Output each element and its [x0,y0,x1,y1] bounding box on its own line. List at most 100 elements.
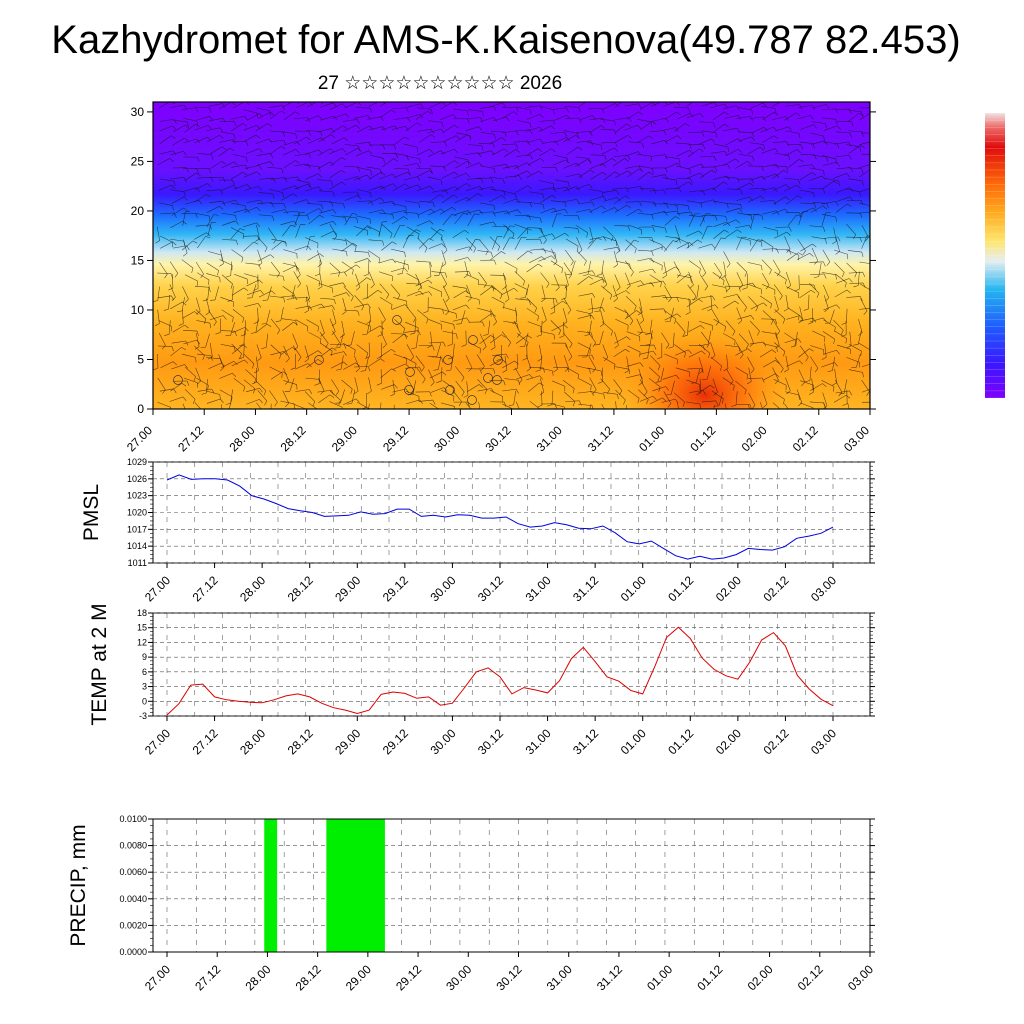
wind-barb-feather [726,175,730,181]
precip-xtick-label: 01.12 [694,962,725,993]
wind-barb-feather [577,146,583,151]
wind-barb [197,176,212,179]
wind-barb-feather [858,332,863,336]
wind-barb [810,205,824,213]
wind-barb-feather [341,181,346,186]
wind-barb [514,224,528,230]
wind-barb-feather [516,107,519,112]
wind-barb [773,379,787,386]
wind-barb-feather [612,158,617,162]
wind-barb-feather [638,168,644,172]
wind-barb-feather [835,251,840,255]
wind-barb-feather [774,135,779,140]
wind-barb-feather [202,355,205,361]
wind-barb-feather [239,344,245,347]
wind-barb [393,353,407,359]
wind-barb-feather [210,299,216,301]
temp-ytick-label: 18 [137,608,147,618]
wind-barb [528,191,543,194]
wind-barb-feather [417,122,422,126]
wind-barb [761,239,774,248]
wind-barb [382,158,394,168]
wind-barb-feather [292,347,297,351]
wind-barb-feather [222,315,227,320]
wind-barb [232,154,247,158]
wind-barb [812,155,827,158]
wind-barb [650,154,665,157]
wind-barb-feather [725,287,727,293]
wind-barb-feather [724,103,728,109]
wind-barb [183,187,197,192]
wind-barb [749,142,764,145]
wind-barb [712,181,724,191]
wind-barb [588,125,602,134]
wind-barb-feather [763,404,768,408]
wind-barb-feather [862,180,864,186]
wind-barb [345,148,358,156]
wind-barb-feather [445,298,450,303]
wind-barb-feather [831,241,837,245]
wind-barb-feather [663,308,667,314]
wind-barb-feather [652,268,656,274]
wind-barb [798,211,804,226]
wind-barb [637,119,652,123]
wind-barb-feather [172,125,177,130]
wind-barb-feather [626,123,632,127]
wind-barb [406,103,421,108]
wind-barb-feather [271,290,276,295]
wind-barb [688,213,696,227]
wind-barb [785,249,799,256]
wind-barb-feather [308,131,311,137]
wind-barb [613,348,626,358]
wind-barb [184,274,198,282]
wind-barb [417,128,432,132]
wind-barb [479,211,494,213]
wind-barb [207,285,210,300]
wind-barb [822,180,834,190]
wind-barb [626,208,639,217]
wind-barb [513,320,521,334]
wind-barb [526,297,537,309]
wind-barb-feather [185,124,190,129]
precip-xtick-label: 28.12 [293,962,324,993]
wind-barb [649,239,663,246]
wind-barb-feather [601,191,604,197]
wind-barb [664,156,679,159]
wind-barb-feather [307,163,311,169]
wind-barb [329,318,336,332]
wind-barb-feather [257,303,262,308]
wind-barb-feather [602,278,607,283]
wind-barb-feather [699,403,702,409]
wind-barb-feather [264,400,268,406]
wind-barb [318,190,333,193]
wind-barb [429,371,443,379]
wind-barb-feather [711,138,716,143]
wind-barb-feather [737,229,742,233]
wind-barb [714,262,723,275]
wind-barb [205,333,210,348]
wind-barb [785,104,800,107]
wind-barb [848,344,862,352]
wind-barb [664,135,678,143]
wind-barb-feather [790,415,793,419]
wind-barb-feather [776,271,781,277]
wind-barb [722,377,735,386]
wind-barb [514,283,528,290]
wind-barb [589,391,604,395]
wind-barb [355,150,369,157]
wind-barb-feather [390,304,393,310]
wind-barb-feather [483,334,489,336]
wind-barb [685,230,699,237]
wind-barb-feather [382,209,386,215]
wind-barb-feather [770,319,774,325]
wind-barb [551,390,554,405]
wind-barb-feather [390,233,393,239]
wind-barb-feather [461,344,467,347]
wind-barb-feather [239,353,242,359]
wind-barb-feather [822,383,827,387]
wind-barb [784,184,798,192]
wind-barb-feather [344,137,349,142]
wind-barb-feather [407,168,411,174]
wind-barb-feather [219,127,224,133]
wind-barb [390,267,405,273]
